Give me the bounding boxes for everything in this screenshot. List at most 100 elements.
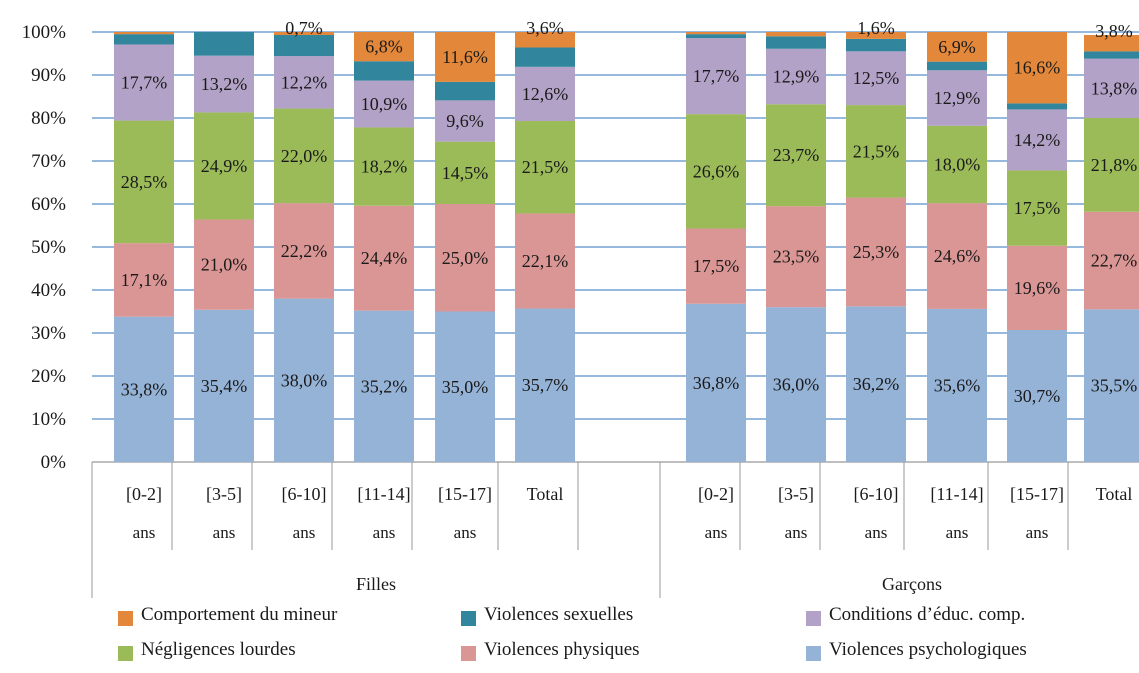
bar-segment <box>766 32 826 37</box>
bar-segment <box>846 306 906 462</box>
y-tick-label: 30% <box>31 323 66 344</box>
legend-item-violences-sexuelles: Violences sexuelles <box>461 604 633 626</box>
data-label: 13,8% <box>1091 78 1138 98</box>
bar-segment <box>846 197 906 307</box>
data-label: 22,0% <box>281 146 328 166</box>
legend-swatch-conditions-educ <box>806 610 821 626</box>
data-label: 35,4% <box>201 376 248 396</box>
data-label: 30,7% <box>1014 386 1061 406</box>
bar-segment <box>194 219 254 310</box>
data-label: 9,6% <box>446 111 484 131</box>
data-label: 0,7% <box>285 18 323 38</box>
data-label: 18,0% <box>934 154 981 174</box>
bar-segment <box>194 309 254 462</box>
data-label: 17,1% <box>121 270 168 290</box>
bar-segment <box>846 105 906 198</box>
x-tick-label: [0-2] <box>126 484 162 504</box>
bar-segment <box>1084 118 1139 212</box>
data-label: 1,6% <box>857 18 895 38</box>
y-tick-label: 60% <box>31 194 66 215</box>
group-label-filles: Filles <box>356 574 396 594</box>
y-tick-label: 50% <box>31 237 66 258</box>
legend-label-violences-sexuelles: Violences sexuelles <box>484 604 634 625</box>
bar-segment <box>274 108 334 204</box>
bar-segment <box>1084 35 1139 52</box>
bar-segment <box>114 316 174 462</box>
x-tick-label-unit: ans <box>705 523 728 542</box>
data-label: 36,2% <box>853 374 900 394</box>
data-label: 35,7% <box>522 375 569 395</box>
data-label: 6,8% <box>365 37 403 57</box>
x-tick-label-unit: ans <box>133 523 156 542</box>
data-label: 11,6% <box>442 47 488 67</box>
legend-swatch-violences-sexuelles <box>461 610 476 626</box>
bar-segment <box>194 55 254 113</box>
bar-segment <box>435 100 495 142</box>
bar-segment <box>354 61 414 81</box>
legend-item-comportement: Comportement du mineur <box>118 604 337 626</box>
x-tick-label-unit: ans <box>293 523 316 542</box>
bar-segment <box>686 34 746 39</box>
x-tick-label: [15-17] <box>438 484 492 504</box>
data-label: 3,8% <box>1095 21 1133 41</box>
bar-segment <box>766 307 826 462</box>
x-tick-label-unit: ans <box>373 523 396 542</box>
legend-swatch-violences-psychologiques <box>806 645 821 661</box>
data-label: 19,6% <box>1014 278 1061 298</box>
y-tick-label: 10% <box>31 409 66 430</box>
y-tick-label: 80% <box>31 108 66 129</box>
x-tick-label-unit: ans <box>454 523 477 542</box>
data-label: 33,8% <box>121 379 168 399</box>
data-label: 21,5% <box>853 141 900 161</box>
data-label: 22,7% <box>1091 251 1138 271</box>
bar-segment <box>194 112 254 220</box>
data-label: 13,2% <box>201 74 248 94</box>
bar-segment <box>274 56 334 109</box>
x-tick-label-unit: ans <box>946 523 969 542</box>
x-tick-label: [3-5] <box>778 484 814 504</box>
bar-segment <box>114 32 174 35</box>
bar-segment <box>1007 109 1067 171</box>
legend-item-violences-psychologiques: Violences psychologiques <box>806 639 1027 661</box>
data-label: 35,6% <box>934 375 981 395</box>
bar-segment <box>274 32 334 36</box>
bar-segment <box>927 125 987 204</box>
bar-segment <box>846 51 906 106</box>
data-label: 35,2% <box>361 376 408 396</box>
data-label: 25,3% <box>853 242 900 262</box>
x-tick-label: [15-17] <box>1010 484 1064 504</box>
bar-segment <box>927 70 987 126</box>
bar-segment <box>274 203 334 299</box>
data-label: 28,5% <box>121 172 168 192</box>
data-label: 3,6% <box>526 18 564 38</box>
data-label: 36,0% <box>773 375 820 395</box>
data-label: 12,5% <box>853 68 900 88</box>
data-label: 14,5% <box>442 163 489 183</box>
bar-segment <box>686 32 746 35</box>
legend-swatch-violences-physiques <box>461 645 476 661</box>
data-label: 24,6% <box>934 246 981 266</box>
bar-segment <box>354 80 414 128</box>
bar-segment <box>114 120 174 244</box>
bar-segment <box>515 213 575 309</box>
x-tick-label: Total <box>527 484 564 504</box>
x-tick-label: [11-14] <box>357 484 410 504</box>
y-tick-label: 90% <box>31 65 66 86</box>
data-label: 38,0% <box>281 370 328 390</box>
y-tick-label: 0% <box>41 452 67 473</box>
data-label: 25,0% <box>442 248 489 268</box>
bar-segment <box>515 308 575 462</box>
data-label: 18,2% <box>361 157 408 177</box>
bar-segment <box>515 66 575 122</box>
data-label: 17,7% <box>121 73 168 93</box>
x-tick-label: Total <box>1096 484 1133 504</box>
bar-segment <box>686 228 746 304</box>
data-label: 21,8% <box>1091 155 1138 175</box>
bar-segment <box>1084 211 1139 310</box>
bar-segment <box>766 36 826 49</box>
x-tick-label-unit: ans <box>213 523 236 542</box>
bar-segment <box>686 114 746 229</box>
data-label: 21,0% <box>201 255 248 275</box>
y-tick-label: 20% <box>31 366 66 387</box>
data-label: 22,2% <box>281 241 328 261</box>
